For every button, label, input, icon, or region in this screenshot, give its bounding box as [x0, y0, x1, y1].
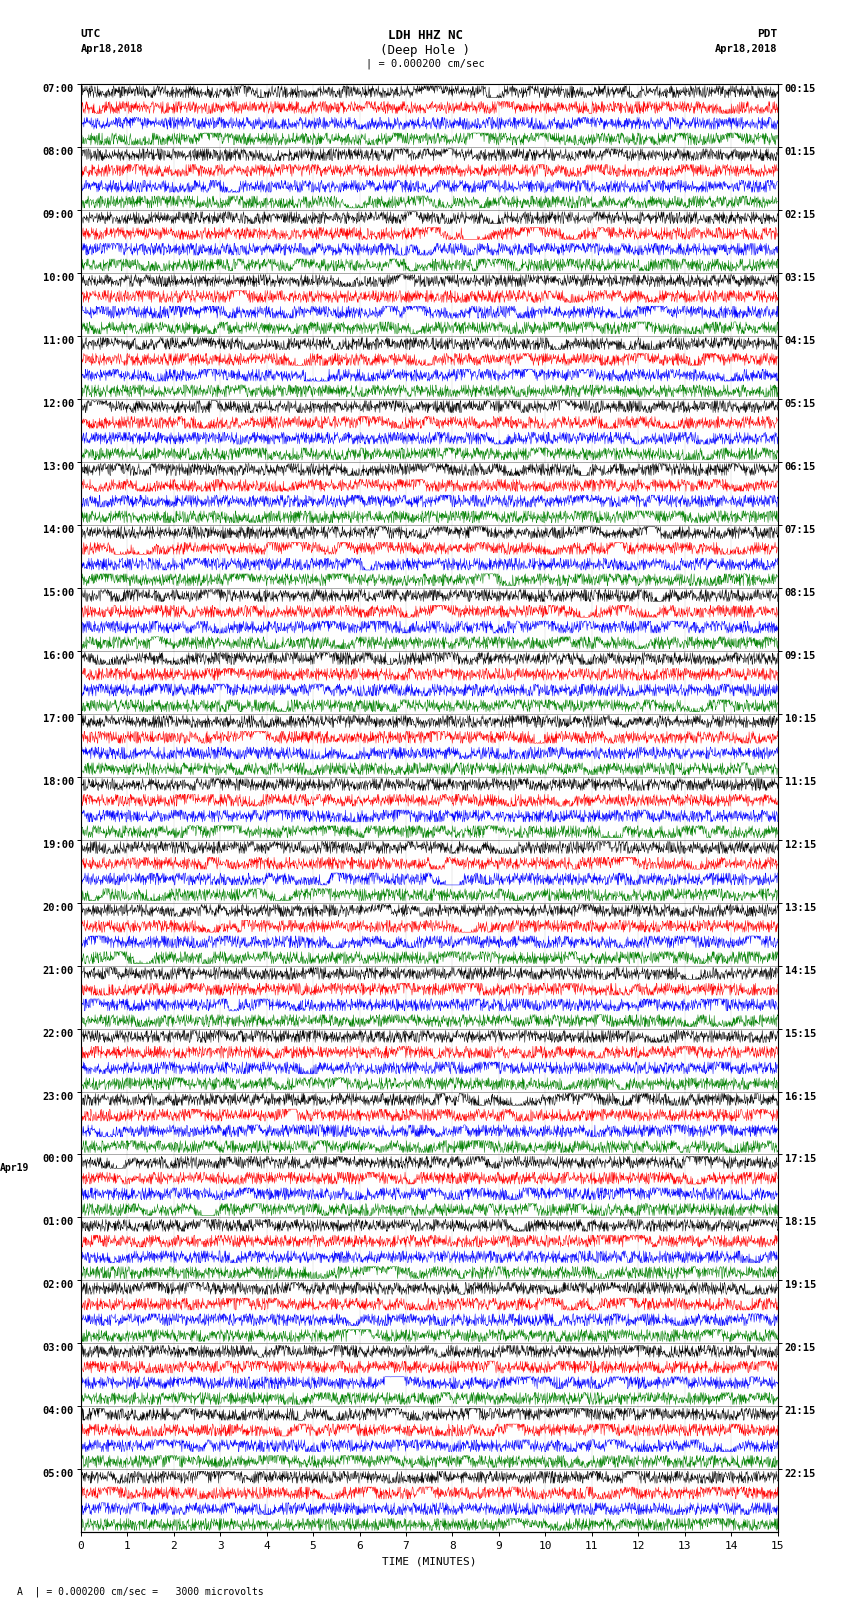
Text: UTC: UTC: [81, 29, 101, 39]
Text: (Deep Hole ): (Deep Hole ): [380, 44, 470, 56]
Text: Apr18,2018: Apr18,2018: [715, 44, 778, 53]
Text: A  | = 0.000200 cm/sec =   3000 microvolts: A | = 0.000200 cm/sec = 3000 microvolts: [17, 1586, 264, 1597]
Text: | = 0.000200 cm/sec: | = 0.000200 cm/sec: [366, 58, 484, 69]
Text: Apr19: Apr19: [0, 1163, 30, 1173]
Text: Apr18,2018: Apr18,2018: [81, 44, 144, 53]
Text: PDT: PDT: [757, 29, 778, 39]
Text: LDH HHZ NC: LDH HHZ NC: [388, 29, 462, 42]
X-axis label: TIME (MINUTES): TIME (MINUTES): [382, 1557, 477, 1566]
